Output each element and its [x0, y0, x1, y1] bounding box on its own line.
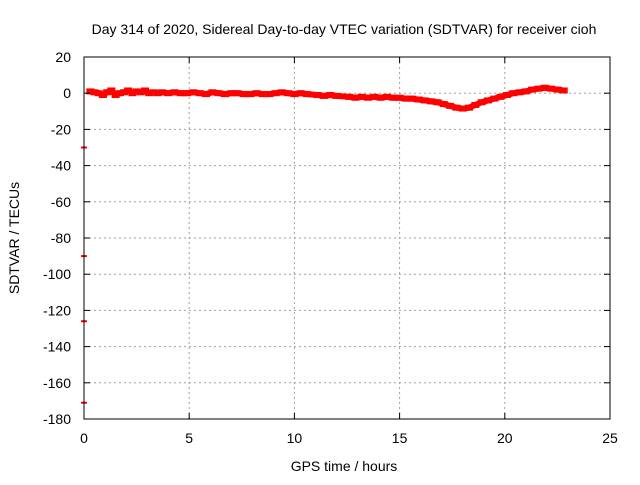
x-tick-label: 5 — [185, 430, 193, 446]
x-tick-label: 10 — [287, 430, 303, 446]
y-tick-label: -100 — [43, 266, 71, 282]
x-tick-label: 25 — [602, 430, 618, 446]
y-tick-label: -20 — [51, 121, 71, 137]
data-points — [81, 84, 568, 404]
y-tick-label: 0 — [63, 85, 71, 101]
y-tick-label: -180 — [43, 411, 71, 427]
x-axis-label: GPS time / hours — [291, 458, 398, 474]
x-tick-label: 20 — [497, 430, 513, 446]
data-point — [124, 87, 133, 94]
data-point — [559, 87, 568, 94]
y-tick-label: -60 — [51, 194, 71, 210]
y-tick-label: -160 — [43, 375, 71, 391]
y-axis-label: SDTVAR / TECUs — [6, 182, 22, 294]
y-tick-label: -120 — [43, 302, 71, 318]
chart-title: Day 314 of 2020, Sidereal Day-to-day VTE… — [92, 21, 597, 37]
x-tick-label: 0 — [80, 430, 88, 446]
x-tick-label: 15 — [392, 430, 408, 446]
axis-ticks: 0 5 10 15 20 25 20 0 -20 -40 -60 -80 -100 -120 -140 -16… — [43, 49, 618, 446]
y-tick-label: -140 — [43, 339, 71, 355]
y-tick-label: -80 — [51, 230, 71, 246]
y-tick-label: -40 — [51, 158, 71, 174]
y-tick-label: 20 — [55, 49, 71, 65]
grid-lines — [84, 57, 610, 419]
